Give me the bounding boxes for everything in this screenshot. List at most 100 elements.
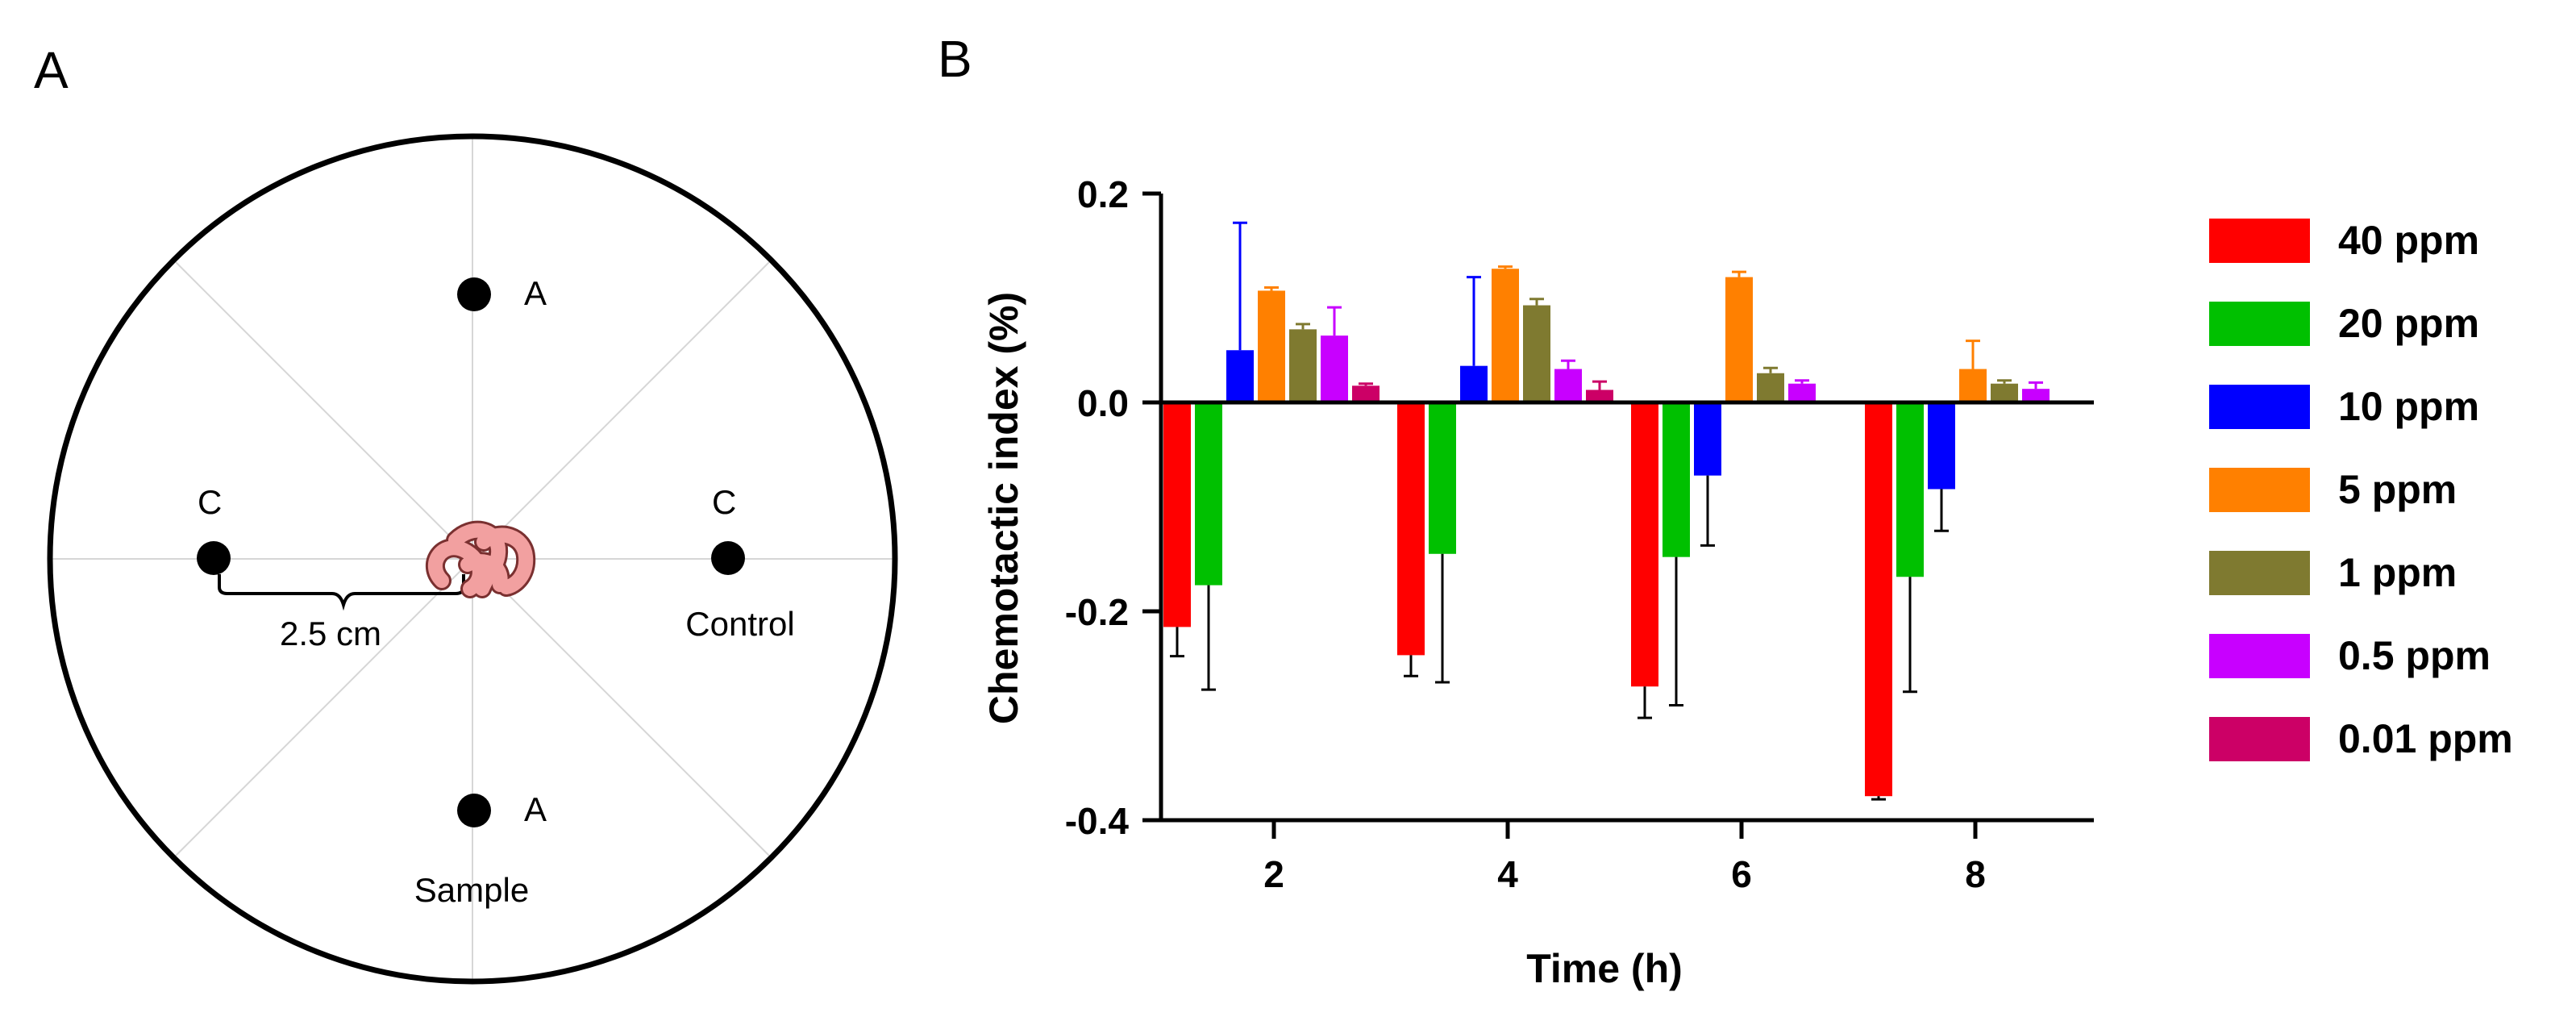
x-tick-label-8: 8 <box>1965 853 1986 895</box>
error-bar <box>1327 306 1342 336</box>
error-bar <box>1638 686 1652 719</box>
x-tick-label-2: 2 <box>1263 853 1284 895</box>
legend-swatch <box>2209 550 2310 595</box>
error-bar <box>1903 577 1917 694</box>
bar <box>1397 402 1425 656</box>
error-bar <box>1529 298 1544 306</box>
legend-item: 10 ppm <box>2209 382 2479 431</box>
error-bar <box>1170 627 1184 658</box>
panel-a-letter: A <box>34 41 69 99</box>
legend-swatch <box>2209 384 2310 429</box>
y-tick-label-0.0: 0.0 <box>1077 382 1129 424</box>
label-a-top: A <box>524 274 547 312</box>
spot-a-top <box>457 277 491 311</box>
legend-item: 1 ppm <box>2209 548 2457 597</box>
legend-label: 1 ppm <box>2338 550 2457 595</box>
label-a-bottom: A <box>524 790 547 828</box>
error-bar <box>1732 270 1746 277</box>
y-axis: 0.2 0.0 -0.2 -0.4 <box>1065 173 1163 842</box>
error-bar <box>1592 380 1607 390</box>
x-tick-label-4: 4 <box>1497 853 1518 895</box>
error-bar <box>1795 379 1809 384</box>
x-axis-label: Time (h) <box>1526 946 1683 991</box>
petri-dish <box>47 133 898 985</box>
legend-label: 5 ppm <box>2338 467 2457 512</box>
error-bar <box>1359 382 1373 386</box>
bar <box>1725 277 1753 402</box>
bar <box>1492 269 1519 402</box>
worms-icon <box>425 520 536 598</box>
error-bar <box>2029 381 2043 390</box>
label-sample: Sample <box>414 871 529 909</box>
bar <box>1429 402 1456 554</box>
bar <box>1195 402 1222 586</box>
bar <box>1523 305 1550 402</box>
error-bar <box>1264 286 1279 291</box>
y-axis-label: Chemotactic index (%) <box>981 292 1026 724</box>
bar <box>1663 402 1690 557</box>
chemotaxis-bar-chart: 0.2 0.0 -0.2 -0.4 Chemotactic index (%) … <box>981 173 2094 991</box>
error-bar <box>1467 276 1481 366</box>
legend-label: 0.5 ppm <box>2338 633 2491 678</box>
bar <box>1959 369 1987 402</box>
legend-item: 0.01 ppm <box>2209 715 2513 763</box>
bar <box>1788 383 1816 402</box>
bar <box>1460 365 1488 402</box>
spot-a-bottom <box>457 794 491 827</box>
bar <box>1289 329 1317 402</box>
legend-label: 10 ppm <box>2338 384 2480 429</box>
bar <box>1694 402 1721 476</box>
spot-c-right <box>711 541 745 575</box>
legend-item: 5 ppm <box>2209 465 2457 514</box>
legend-label: 0.01 ppm <box>2338 716 2513 761</box>
error-bar <box>1561 359 1575 369</box>
bar <box>2022 389 2050 402</box>
error-bar <box>1201 585 1216 691</box>
bar <box>1352 385 1380 402</box>
spot-c-left <box>197 541 231 575</box>
legend-swatch <box>2209 633 2310 678</box>
error-bar <box>1435 553 1450 684</box>
label-control: Control <box>685 605 794 643</box>
y-tick-label-neg0.2: -0.2 <box>1065 591 1129 633</box>
legend-item: 40 ppm <box>2209 216 2479 265</box>
legend-item: 0.5 ppm <box>2209 631 2491 680</box>
error-bar <box>1763 366 1778 373</box>
bar <box>1163 402 1191 627</box>
bar <box>1896 402 1924 577</box>
legend-label: 20 ppm <box>2338 301 2480 346</box>
bar <box>1865 402 1892 797</box>
x-tick-label-6: 6 <box>1731 853 1752 895</box>
bar <box>1928 402 1955 490</box>
legend-swatch <box>2209 218 2310 263</box>
error-bar <box>1966 340 1980 369</box>
bar <box>1321 335 1348 402</box>
error-bar <box>1296 323 1310 330</box>
legend-label: 40 ppm <box>2338 218 2480 263</box>
error-bar <box>1934 489 1949 532</box>
y-tick-label-0.2: 0.2 <box>1077 173 1129 215</box>
bar <box>1258 290 1285 402</box>
label-distance: 2.5 cm <box>280 615 381 652</box>
x-axis: 2 4 6 8 <box>1161 818 2094 895</box>
bar <box>1631 402 1658 687</box>
distance-bracket <box>218 574 465 611</box>
error-bar <box>1404 655 1418 677</box>
error-bar <box>1669 556 1683 707</box>
label-c-left: C <box>198 483 222 521</box>
legend-swatch <box>2209 301 2310 346</box>
legend-swatch <box>2209 716 2310 761</box>
error-bar <box>1871 796 1886 801</box>
legend-item: 20 ppm <box>2209 299 2479 348</box>
bar <box>1991 383 2018 402</box>
error-bar <box>1997 379 2012 384</box>
bar <box>1586 390 1613 402</box>
y-tick-label-neg0.4: -0.4 <box>1065 800 1130 842</box>
legend-swatch <box>2209 467 2310 512</box>
panel-b-letter: B <box>938 30 972 88</box>
error-bar <box>1498 265 1513 269</box>
assay-plate-diagram: A A C C Sample Control 2.5 cm <box>47 133 898 985</box>
bar <box>1554 369 1582 402</box>
bar-series <box>1163 221 2050 801</box>
